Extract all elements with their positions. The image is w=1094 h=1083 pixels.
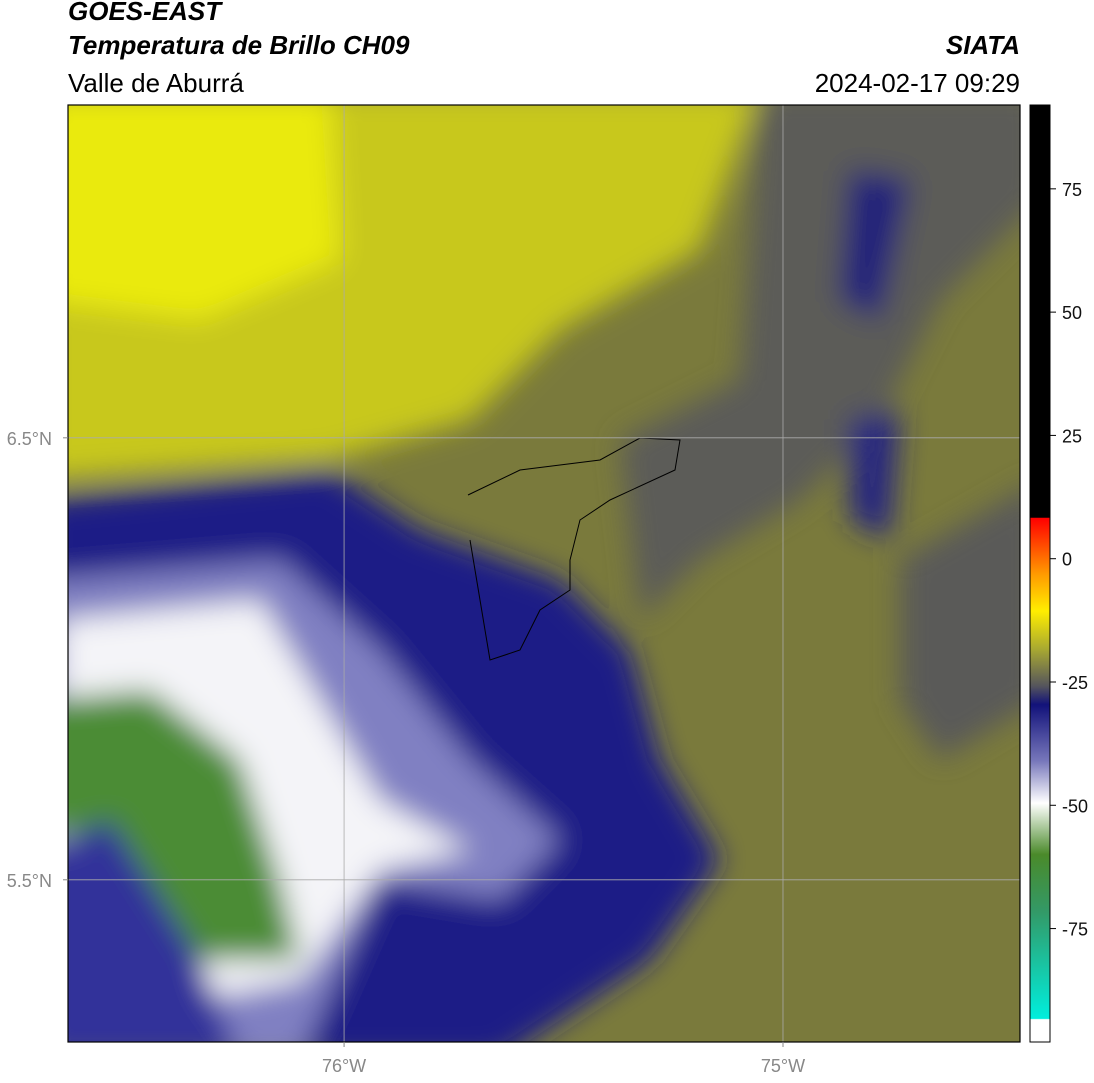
satellite-image (68, 105, 1020, 1042)
agency: SIATA (946, 30, 1020, 60)
colorbar-tick-label: 50 (1062, 303, 1082, 323)
colorbar-tick-label: 75 (1062, 180, 1082, 200)
colorbar (1029, 104, 1051, 1043)
boundary (467, 437, 681, 661)
header-line: GOES-EAST (68, 0, 223, 26)
region: Valle de Aburrá (68, 68, 244, 98)
colorbar-tick-label: -75 (1062, 920, 1088, 940)
x-tick-label: 75°W (761, 1056, 805, 1076)
x-tick-label: 76°W (322, 1056, 366, 1076)
timestamp: 2024-02-17 09:29 (815, 68, 1020, 98)
colorbar-tick-label: 0 (1062, 550, 1072, 570)
y-tick-label: 6.5°N (7, 429, 52, 449)
colorbar-tick-label: -50 (1062, 796, 1088, 816)
map-frame (67, 104, 1021, 1043)
title: Temperatura de Brillo CH09 (68, 30, 410, 60)
colorbar-tick-label: -25 (1062, 673, 1088, 693)
y-tick-label: 5.5°N (7, 871, 52, 891)
colorbar-tick-label: 25 (1062, 426, 1082, 446)
